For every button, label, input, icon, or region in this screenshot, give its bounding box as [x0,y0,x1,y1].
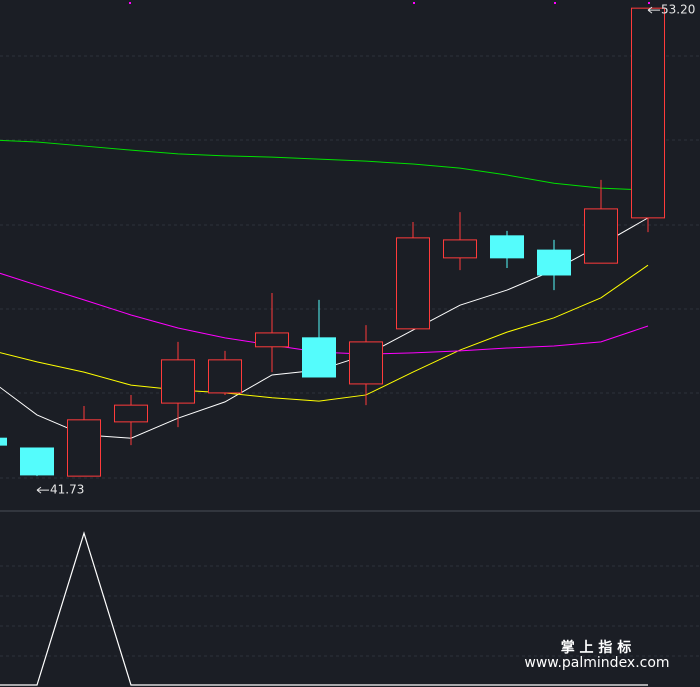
marker [648,2,650,4]
candle-body [0,437,7,446]
grid [0,55,700,657]
annotation-label: 41.73 [50,483,84,497]
candle-body [67,419,101,477]
candle-body [537,249,571,276]
marker [554,2,556,4]
moving-average-line [0,264,649,402]
marker [413,2,415,4]
plot: 53.20 41.73 [0,3,695,686]
candle-body [20,447,54,476]
marker [129,2,131,4]
candle-body [208,359,242,394]
candle-body [443,239,477,259]
watermark-url: www.palmindex.com [524,655,669,671]
markers [129,2,650,4]
candle-body [114,404,148,423]
candle-body [584,208,618,264]
candle-body [255,332,289,348]
annotation-arrow [647,6,660,14]
candle-body [302,337,336,378]
watermark-title: 掌 上 指 标 [561,639,632,656]
moving-average-line [0,139,649,191]
candle-body [161,359,195,404]
candle-body [349,341,383,385]
indicator-line [0,531,648,686]
annotation-arrow [36,486,49,494]
candle-body [490,235,524,259]
annotation-label: 53.20 [661,3,695,17]
candle-body [631,7,665,219]
candle-body [396,237,430,330]
